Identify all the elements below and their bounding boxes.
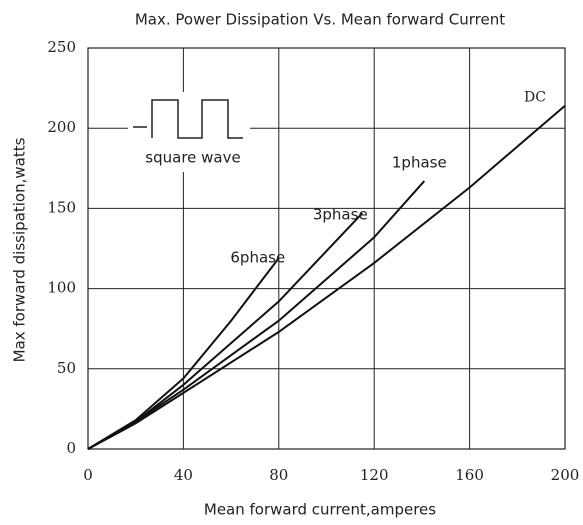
x-axis-label: Mean forward current,amperes <box>204 501 436 519</box>
series-line <box>87 212 364 450</box>
y-tick-label: 250 <box>47 38 76 56</box>
chart-title: Max. Power Dissipation Vs. Mean forward … <box>135 11 505 29</box>
series-label: 1phase <box>392 154 447 172</box>
x-tick-label: 0 <box>83 466 93 484</box>
series-label: 3phase <box>313 206 368 224</box>
series-line <box>87 257 280 450</box>
series-label: DC <box>524 90 546 106</box>
y-tick-label: 0 <box>66 439 76 457</box>
y-tick-label: 50 <box>57 359 76 377</box>
annotation: square wave <box>145 149 240 167</box>
icon-bg <box>128 92 250 172</box>
x-tick-label: 80 <box>269 466 288 484</box>
y-tick-label: 100 <box>47 279 76 297</box>
y-axis-label: Max forward dissipation,watts <box>11 137 29 362</box>
series-label: 6phase <box>230 249 285 267</box>
x-tick-label: 160 <box>455 466 484 484</box>
x-tick-label: 120 <box>360 466 389 484</box>
x-tick-label: 40 <box>174 466 193 484</box>
y-tick-label: 150 <box>47 198 76 216</box>
square-wave-icon <box>133 99 243 139</box>
x-tick-label: 200 <box>551 466 580 484</box>
series-line <box>87 104 566 450</box>
y-tick-label: 200 <box>47 118 76 136</box>
